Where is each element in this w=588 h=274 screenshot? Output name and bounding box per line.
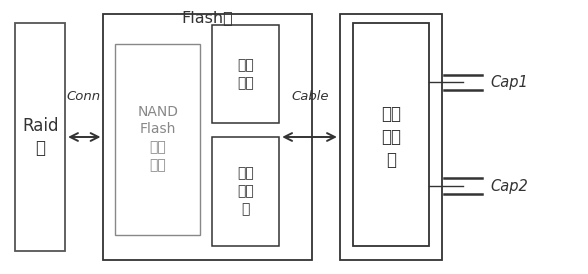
Bar — [353, 22, 429, 246]
Text: Cap2: Cap2 — [490, 179, 528, 193]
Text: Flash板: Flash板 — [181, 10, 233, 25]
Bar — [212, 137, 279, 246]
Text: 电容
管理
板: 电容 管理 板 — [381, 105, 401, 169]
Text: NAND
Flash
存储
单元: NAND Flash 存储 单元 — [138, 105, 178, 172]
Text: 监控
单元: 监控 单元 — [238, 58, 254, 90]
Bar — [212, 25, 279, 123]
Bar — [15, 22, 65, 252]
Text: Cap1: Cap1 — [490, 75, 528, 90]
Text: Conn: Conn — [67, 90, 101, 103]
Text: 充放
电单
元: 充放 电单 元 — [238, 167, 254, 216]
Text: Raid
卡: Raid 卡 — [22, 116, 59, 158]
Bar — [340, 14, 442, 260]
Text: Cable: Cable — [291, 90, 329, 103]
Bar — [115, 44, 200, 235]
Bar — [103, 14, 312, 260]
